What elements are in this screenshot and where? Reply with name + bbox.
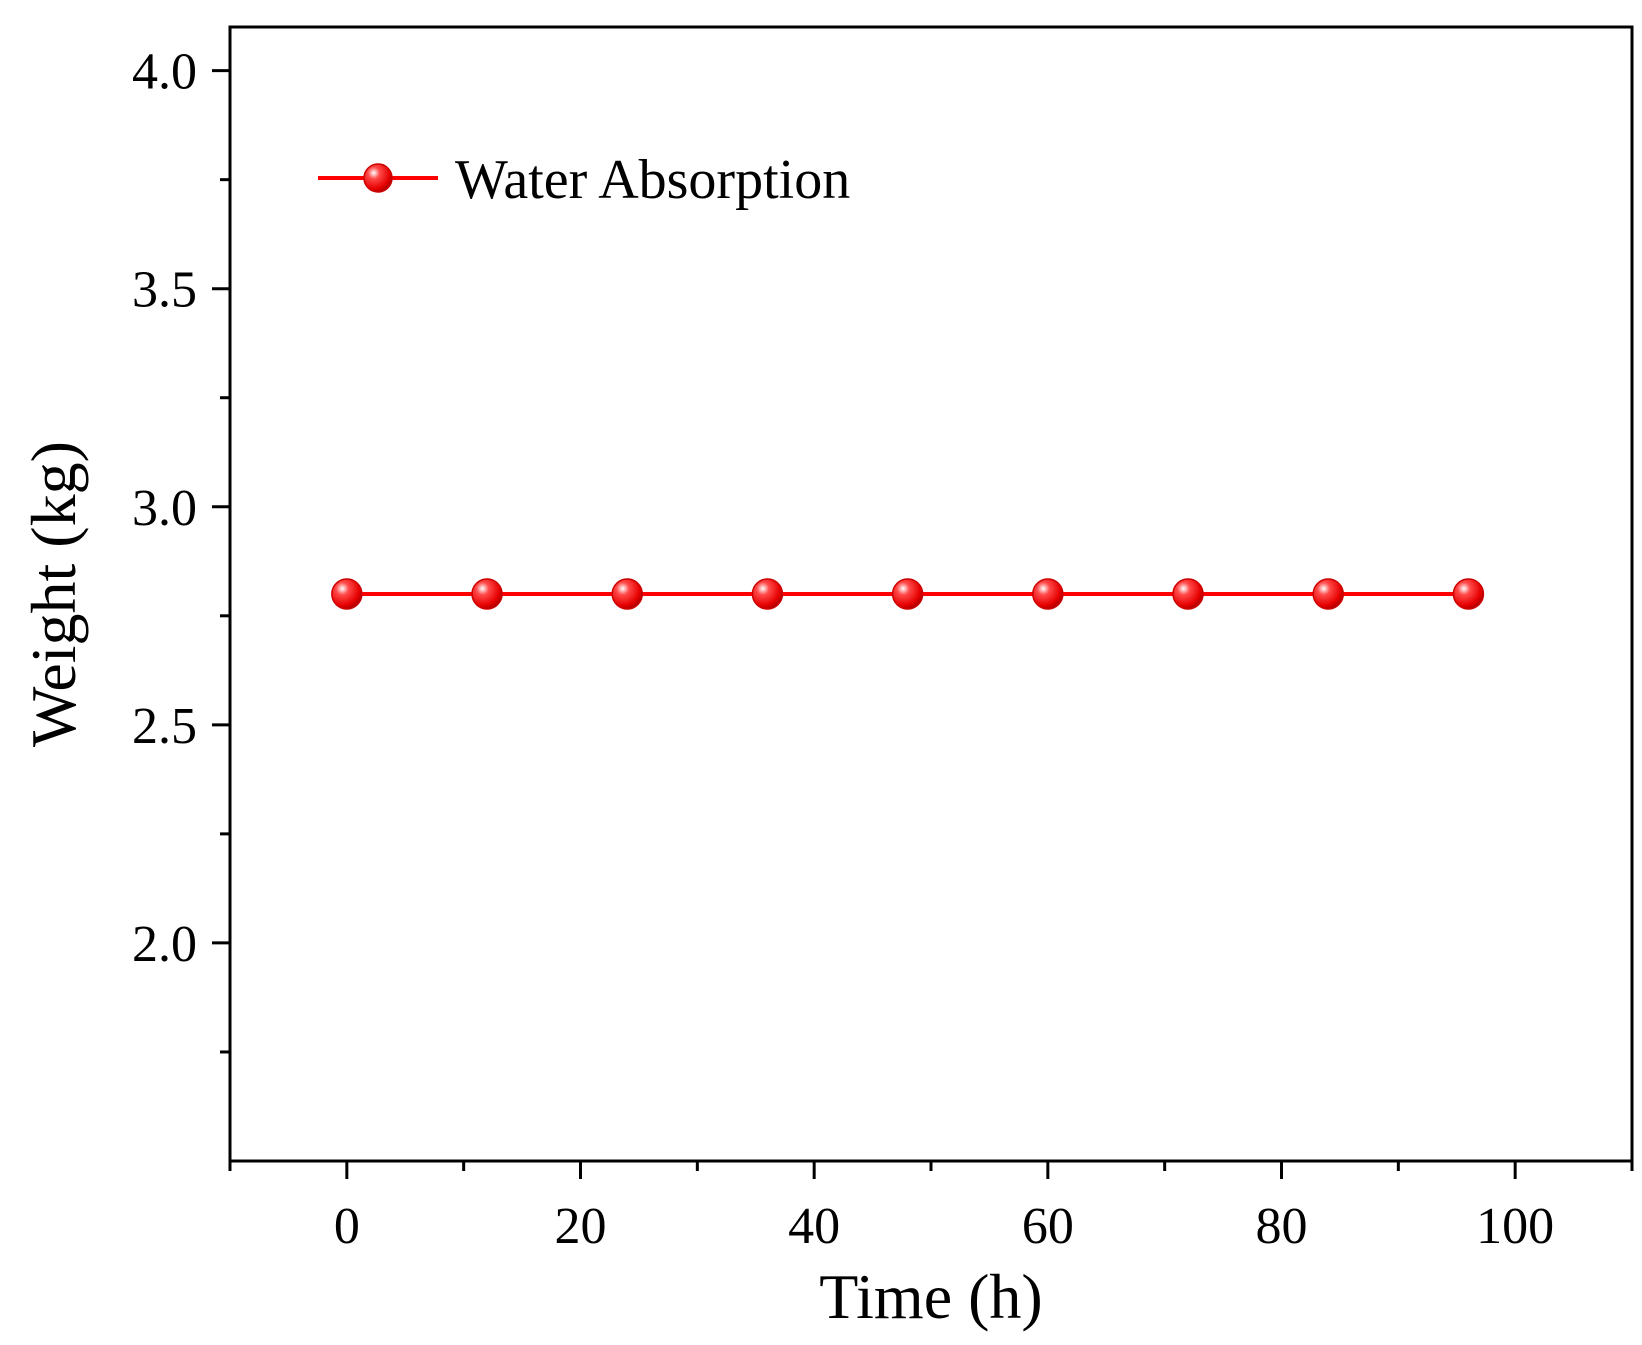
data-point: [1312, 578, 1344, 610]
legend-marker: [363, 163, 393, 193]
data-point: [891, 578, 924, 610]
x-tick-label: 0: [334, 1198, 360, 1255]
x-tick-label: 100: [1476, 1198, 1554, 1255]
x-axis-label: Time (h): [819, 1261, 1042, 1332]
data-point: [1172, 578, 1204, 610]
y-tick-label: 3.0: [132, 480, 197, 537]
data-point: [471, 578, 503, 610]
x-tick-label: 60: [1022, 1198, 1074, 1255]
y-axis-ticks: 2.0 2.5 3.0 3.5 4.0: [132, 44, 230, 1054]
data-point: [751, 578, 784, 610]
data-point: [1452, 578, 1485, 610]
y-tick-label: 3.5: [132, 262, 197, 319]
legend: Water Absorption: [318, 149, 850, 211]
legend-label: Water Absorption: [455, 149, 850, 211]
data-point: [331, 578, 363, 610]
y-tick-label: 4.0: [132, 44, 197, 101]
y-axis-label: Weight (kg): [18, 441, 89, 747]
x-tick-label: 20: [555, 1198, 607, 1255]
data-point: [1032, 578, 1064, 610]
x-tick-label: 80: [1256, 1198, 1308, 1255]
x-axis-ticks: 0 20 40 60 80 100: [228, 1161, 1634, 1255]
series-layer: [331, 578, 1485, 610]
data-point: [611, 578, 643, 610]
y-tick-label: 2.0: [132, 916, 197, 973]
y-tick-label: 2.5: [132, 698, 197, 755]
x-tick-label: 40: [788, 1198, 840, 1255]
